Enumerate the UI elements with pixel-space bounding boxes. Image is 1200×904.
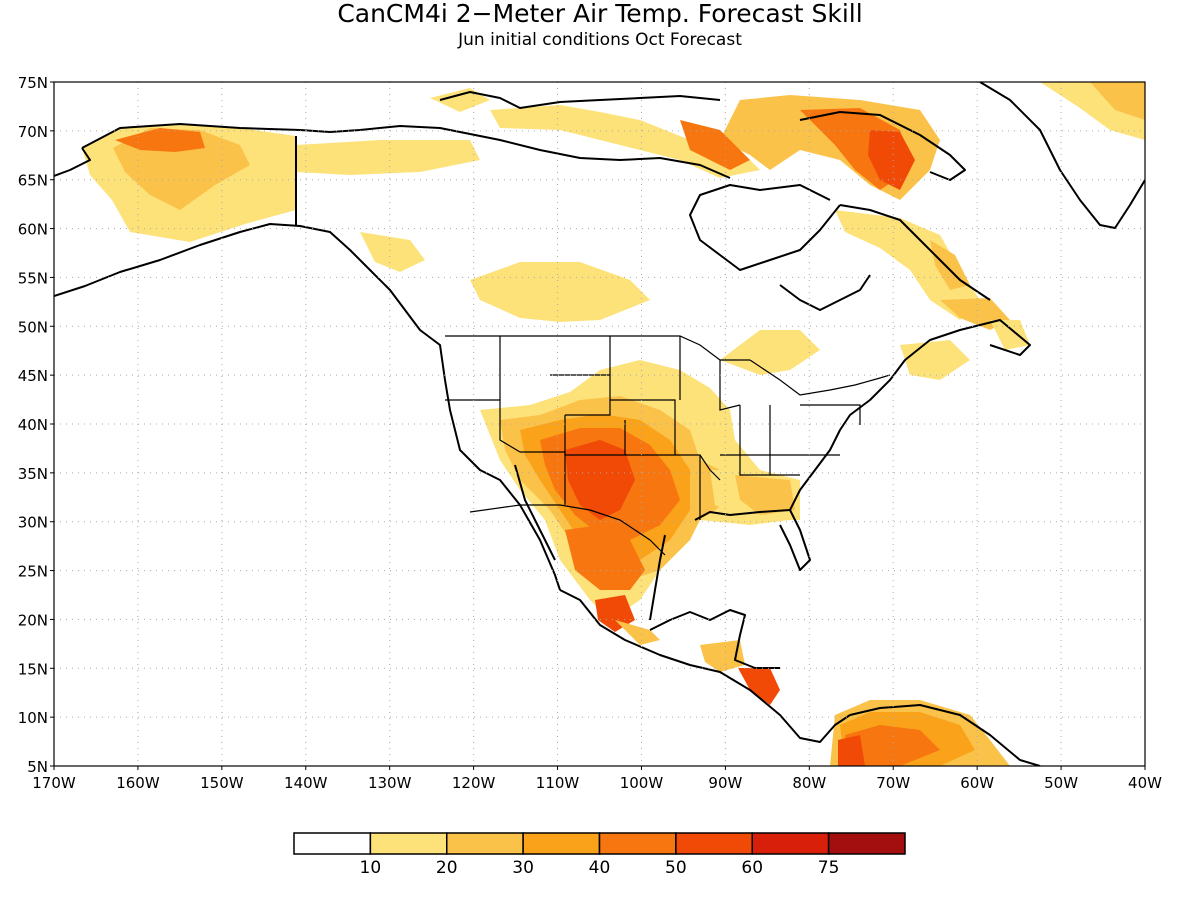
- lon-tick-label: 80W: [792, 774, 826, 792]
- lat-tick-label: 65N: [18, 172, 48, 190]
- longitude-labels: 170W 160W 150W 140W 130W 120W 110W 100W 90W 80W 70…: [32, 766, 1162, 792]
- colorbar-label: 40: [589, 858, 611, 878]
- lon-tick-label: 70W: [876, 774, 910, 792]
- lon-tick-label: 140W: [284, 774, 328, 792]
- lon-tick-label: 110W: [536, 774, 580, 792]
- lat-tick-label: 35N: [18, 465, 48, 483]
- latitude-labels: 5N 10N 15N 20N 25N 30N 35N 40N 45N 50N 55N 60N 65N 70…: [18, 74, 54, 776]
- lon-tick-label: 50W: [1044, 774, 1078, 792]
- lat-tick-label: 55N: [18, 269, 48, 287]
- colorbar-swatch: [446, 832, 524, 855]
- colorbar-swatch: [369, 832, 448, 855]
- colorbar: [293, 832, 906, 855]
- graticule: [54, 82, 1145, 766]
- colorbar-label: 75: [818, 858, 840, 878]
- lon-tick-label: 60W: [960, 774, 994, 792]
- lon-tick-label: 120W: [452, 774, 496, 792]
- lat-tick-label: 70N: [18, 123, 48, 141]
- lon-tick-label: 40W: [1128, 774, 1162, 792]
- colorbar-labels: 10 20 30 40 50 60 75: [360, 858, 840, 878]
- colorbar-swatch: [675, 832, 753, 855]
- map-subtitle: Jun initial conditions Oct Forecast: [457, 30, 742, 50]
- colorbar-swatch: [598, 832, 677, 855]
- political-borders: [445, 335, 891, 556]
- colorbar-label: 60: [741, 858, 763, 878]
- colorbar-label: 20: [436, 858, 458, 878]
- coastlines: [54, 82, 1145, 766]
- lat-tick-label: 20N: [18, 611, 48, 629]
- skill-shading: [82, 82, 1145, 766]
- lat-tick-label: 25N: [18, 563, 48, 581]
- colorbar-label: 30: [512, 858, 534, 878]
- colorbar-swatch: [751, 832, 830, 855]
- lat-tick-label: 50N: [18, 318, 48, 336]
- lat-tick-label: 60N: [18, 221, 48, 239]
- lat-tick-label: 30N: [18, 514, 48, 532]
- colorbar-swatch: [522, 832, 601, 855]
- lon-tick-label: 100W: [620, 774, 664, 792]
- lon-tick-label: 170W: [32, 774, 76, 792]
- lat-tick-label: 40N: [18, 416, 48, 434]
- colorbar-label: 50: [665, 858, 687, 878]
- lat-tick-label: 10N: [18, 709, 48, 727]
- lon-tick-label: 160W: [116, 774, 160, 792]
- lon-tick-label: 130W: [368, 774, 412, 792]
- lat-tick-label: 45N: [18, 367, 48, 385]
- lon-tick-label: 90W: [708, 774, 742, 792]
- lat-tick-label: 75N: [18, 74, 48, 92]
- lat-tick-label: 15N: [18, 660, 48, 678]
- map-title: CanCM4i 2−Meter Air Temp. Forecast Skill: [337, 0, 862, 28]
- colorbar-label: 10: [360, 858, 382, 878]
- colorbar-swatch: [293, 832, 372, 855]
- lon-tick-label: 150W: [200, 774, 244, 792]
- colorbar-swatch: [827, 832, 906, 855]
- lat-tick-label: 5N: [27, 758, 48, 776]
